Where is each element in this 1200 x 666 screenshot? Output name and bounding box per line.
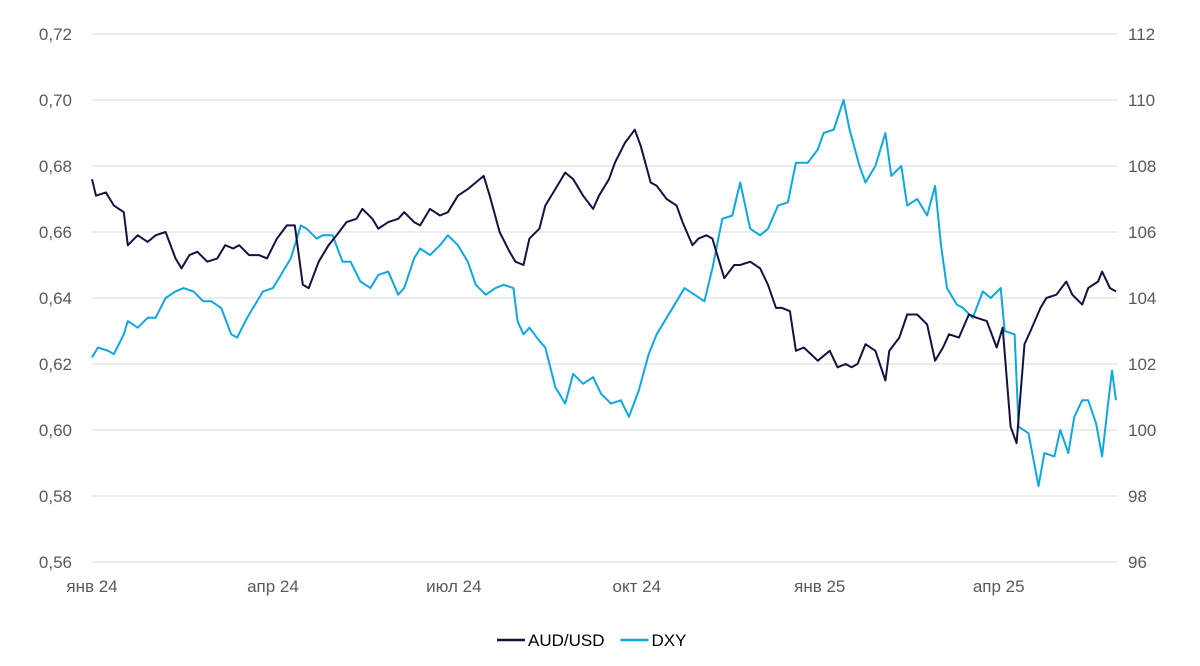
right-tick-label: 100 [1128,421,1156,440]
x-tick-label: янв 25 [794,577,845,596]
x-tick-label: окт 24 [613,577,662,596]
right-tick-label: 98 [1128,487,1147,506]
left-tick-label: 0,56 [39,553,72,572]
right-tick-label: 102 [1128,355,1156,374]
right-tick-label: 104 [1128,289,1156,308]
left-tick-label: 0,68 [39,157,72,176]
x-tick-label: янв 24 [66,577,117,596]
x-axis-ticks: янв 24 апр 24 июл 24 окт 24 янв 25 апр 25 [66,577,1024,596]
legend-label: DXY [652,631,687,650]
legend: AUD/USD DXY [497,631,686,650]
left-tick-label: 0,60 [39,421,72,440]
series-line-aud-usd [91,128,1117,445]
x-tick-label: июл 24 [426,577,481,596]
left-tick-label: 0,72 [39,25,72,44]
left-axis-ticks: 0,56 0,58 0,60 0,62 0,64 0,66 0,68 0,70 0,72 [39,25,72,572]
right-tick-label: 96 [1128,553,1147,572]
left-tick-label: 0,62 [39,355,72,374]
legend-label: AUD/USD [528,631,605,650]
left-tick-label: 0,64 [39,289,72,308]
right-tick-label: 112 [1128,25,1155,44]
right-tick-label: 110 [1128,91,1155,110]
right-axis-ticks: 96 98 100 102 104 106 108 110 112 [1128,25,1156,572]
x-tick-label: апр 24 [247,577,299,596]
series-line-dxy [91,99,1117,488]
gridlines [92,33,1118,563]
left-tick-label: 0,58 [39,487,72,506]
series [91,99,1117,488]
x-tick-label: апр 25 [973,577,1025,596]
right-tick-label: 108 [1128,157,1156,176]
left-tick-label: 0,70 [39,91,72,110]
left-tick-label: 0,66 [39,223,72,242]
right-tick-label: 106 [1128,223,1156,242]
